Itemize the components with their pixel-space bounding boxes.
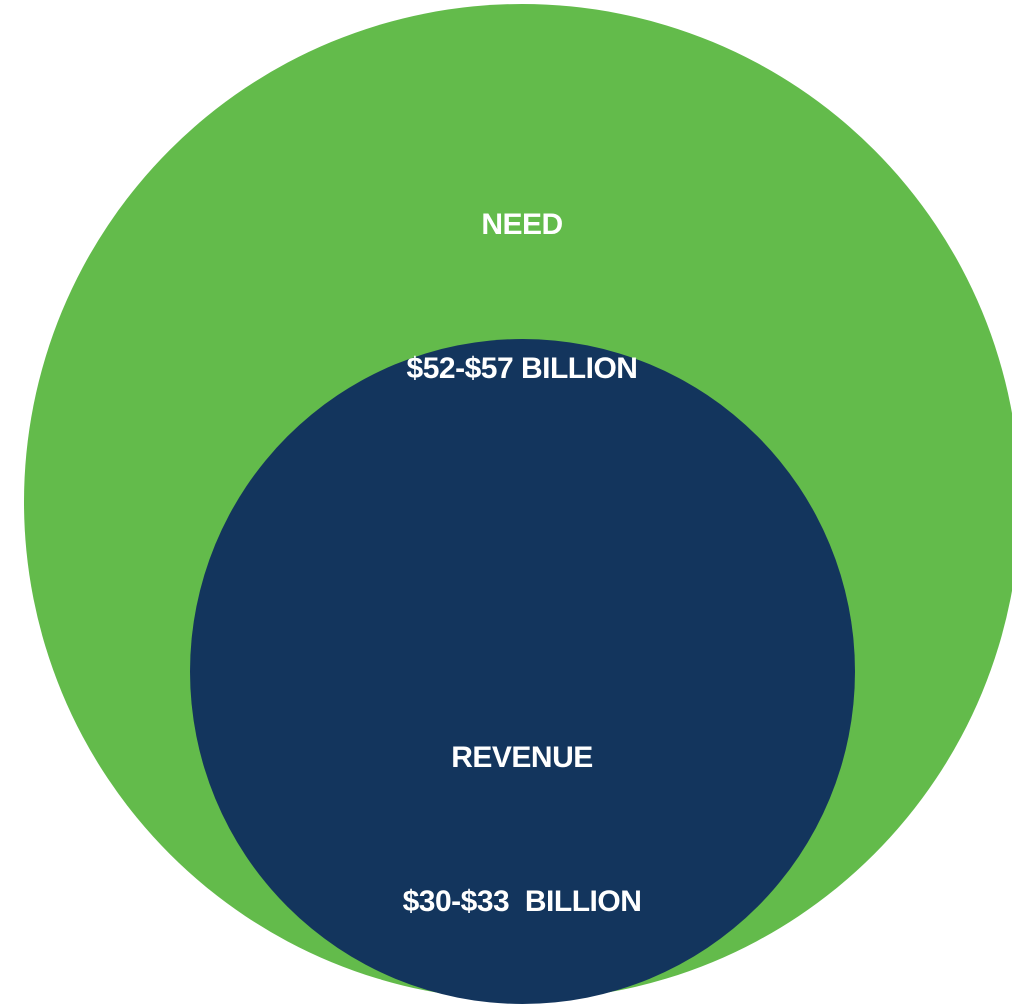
- revenue-title: REVENUE: [451, 741, 593, 774]
- revenue-circle: [190, 339, 855, 1004]
- need-title: NEED: [481, 208, 563, 241]
- need-value: $52-$57 BILLION: [406, 352, 638, 385]
- revenue-value: $30-$33 BILLION: [402, 885, 642, 918]
- revenue-label: REVENUE $30-$33 BILLION: [322, 638, 722, 1004]
- need-label: NEED $52-$57 BILLION: [322, 105, 722, 489]
